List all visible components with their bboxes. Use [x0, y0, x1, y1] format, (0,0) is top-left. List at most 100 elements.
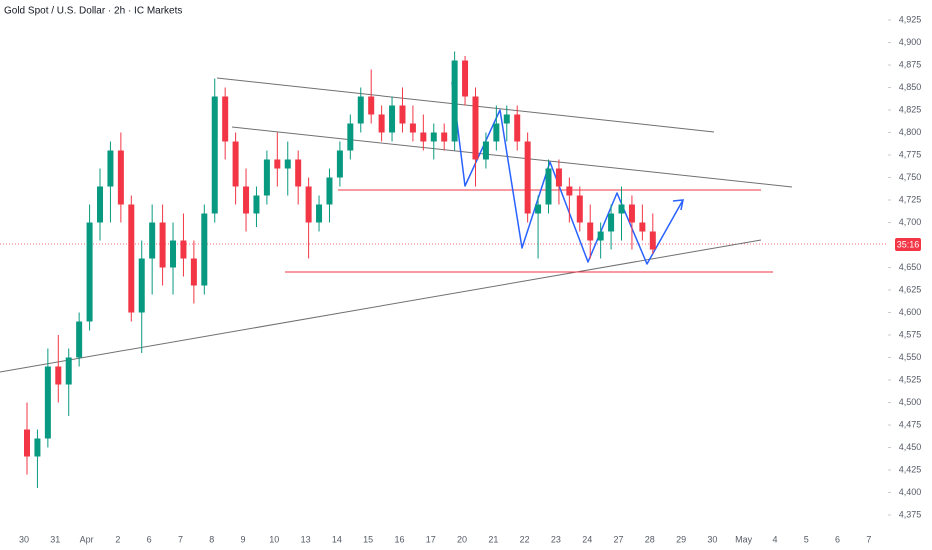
- x-tick-label: 30: [707, 534, 717, 544]
- time-axis: [0, 528, 932, 550]
- candle-body: [566, 186, 573, 196]
- candle-body: [389, 105, 396, 133]
- candle-body: [576, 195, 583, 223]
- y-tick-label: 4,750: [899, 172, 922, 182]
- candle-body: [107, 150, 114, 187]
- x-tick-label: 6: [835, 534, 840, 544]
- y-tick-label: 4,425: [899, 464, 922, 474]
- candle-body: [305, 186, 312, 223]
- candle-body: [618, 204, 625, 214]
- y-tick-label: 4,775: [899, 149, 922, 159]
- x-tick-label: 4: [772, 534, 777, 544]
- x-tick-label: 20: [457, 534, 467, 544]
- candle-body: [514, 114, 521, 142]
- candle-body: [441, 132, 448, 142]
- candle-body: [535, 204, 542, 214]
- x-tick-label: 21: [488, 534, 498, 544]
- y-tick-label: 4,875: [899, 59, 922, 69]
- trend-line: [0, 239, 762, 373]
- x-tick-label: 23: [551, 534, 561, 544]
- x-tick-label: 14: [332, 534, 342, 544]
- x-tick-label: 15: [363, 534, 373, 544]
- x-tick-label: 17: [426, 534, 436, 544]
- chart-title: Gold Spot / U.S. Dollar · 2h · IC Market…: [4, 6, 182, 17]
- candle-body: [284, 159, 291, 169]
- x-tick-label: 22: [520, 534, 530, 544]
- x-tick-label: 8: [209, 534, 214, 544]
- candle-body: [190, 258, 197, 286]
- y-tick-label: 4,575: [899, 329, 922, 339]
- candle-body: [420, 132, 427, 142]
- candle-body: [24, 429, 30, 457]
- candle-body: [76, 321, 83, 358]
- x-tick-label: 6: [147, 534, 152, 544]
- x-tick-label: 31: [50, 534, 60, 544]
- projection-path: [451, 81, 684, 265]
- candle-body: [138, 258, 145, 313]
- candle-body: [86, 222, 93, 322]
- y-tick-label: 4,650: [899, 262, 922, 272]
- x-tick-label: 27: [614, 534, 624, 544]
- candle-body: [180, 240, 187, 259]
- y-tick-label: 4,400: [899, 487, 922, 497]
- x-tick-label: 9: [241, 534, 246, 544]
- price-axis: [888, 0, 932, 550]
- candle-body: [97, 186, 104, 223]
- x-tick-label: 28: [645, 534, 655, 544]
- x-tick-label: 2: [115, 534, 120, 544]
- candle-body: [597, 231, 604, 241]
- candle-body: [211, 96, 218, 214]
- x-tick-label: May: [735, 534, 753, 544]
- x-tick-label: Apr: [80, 534, 94, 544]
- y-tick-label: 4,475: [899, 419, 922, 429]
- y-tick-label: 4,625: [899, 284, 922, 294]
- candle-body: [639, 222, 646, 232]
- price-tag-box: [895, 238, 921, 251]
- y-tick-label: 4,725: [899, 194, 922, 204]
- candle-body: [170, 240, 177, 268]
- candle-body: [232, 141, 239, 187]
- x-tick-label: 24: [582, 534, 592, 544]
- y-tick-label: 4,925: [899, 14, 922, 24]
- candle-body: [316, 204, 323, 223]
- y-tick-label: 4,850: [899, 82, 922, 92]
- y-tick-label: 4,525: [899, 374, 922, 384]
- candle-body: [243, 186, 250, 214]
- candle-body: [649, 231, 656, 250]
- arrow-head: [672, 199, 684, 211]
- x-tick-label: 7: [866, 534, 871, 544]
- candle-body: [65, 357, 72, 385]
- candle-body: [555, 168, 562, 187]
- candle-body: [503, 114, 510, 124]
- y-tick-label: 4,500: [899, 397, 922, 407]
- candle-body: [430, 132, 437, 142]
- candle-body: [149, 222, 156, 259]
- candle-body: [201, 213, 208, 286]
- y-tick-label: 4,550: [899, 352, 922, 362]
- candle-body: [472, 96, 479, 160]
- candle-body: [263, 159, 270, 196]
- candle-body: [55, 366, 62, 385]
- y-tick-label: 4,600: [899, 307, 922, 317]
- candle-body: [159, 222, 166, 268]
- y-tick-label: 4,800: [899, 127, 922, 137]
- candle-body: [493, 123, 500, 142]
- candle-body: [253, 195, 260, 214]
- candle-body: [357, 96, 364, 124]
- candles: [24, 51, 656, 488]
- y-tick-label: 4,900: [899, 37, 922, 47]
- y-tick-label: 4,700: [899, 217, 922, 227]
- candle-body: [524, 141, 531, 214]
- y-tick-label: 4,450: [899, 442, 922, 452]
- x-tick-label: 29: [676, 534, 686, 544]
- candle-body: [399, 105, 406, 124]
- x-tick-label: 13: [301, 534, 311, 544]
- candle-body: [222, 96, 229, 142]
- candle-body: [34, 438, 41, 457]
- x-tick-label: 16: [394, 534, 404, 544]
- candle-body: [462, 60, 469, 97]
- y-tick-label: 4,825: [899, 104, 922, 114]
- candle-body: [378, 114, 385, 133]
- candle-body: [128, 204, 135, 313]
